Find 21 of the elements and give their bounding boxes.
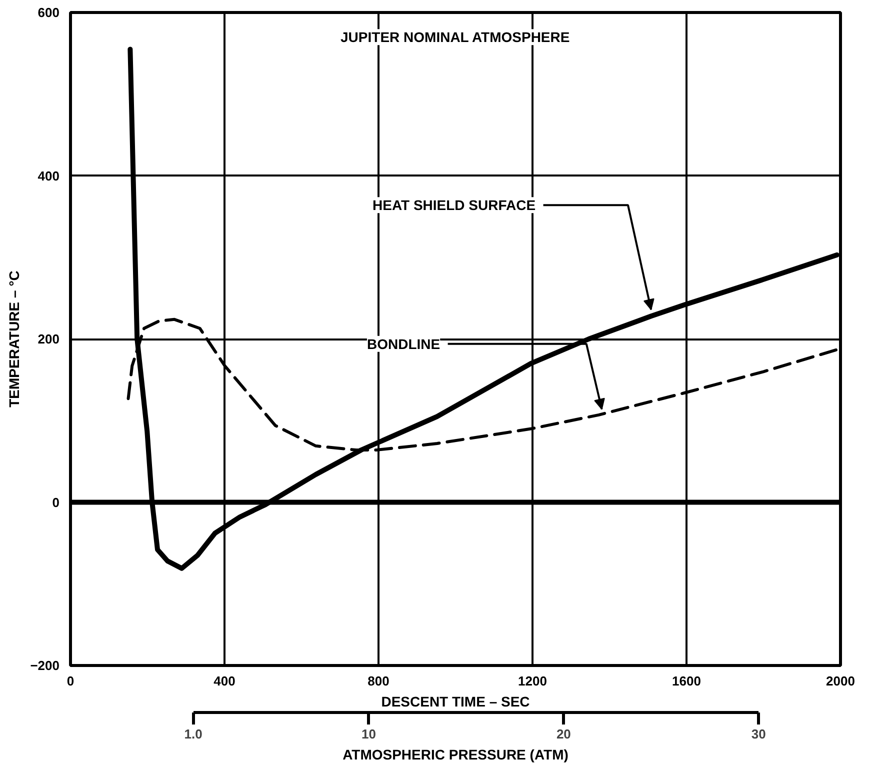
y-tick-label: 200 xyxy=(38,332,60,346)
x2-axis-title: ATMOSPHERIC PRESSURE (ATM) xyxy=(342,746,568,762)
y-tick-label: 400 xyxy=(38,168,60,184)
x-axis-title: DESCENT TIME – SEC xyxy=(381,694,530,710)
x-tick-label: 0 xyxy=(66,674,74,688)
x-tick-label: 1600 xyxy=(672,674,701,688)
annotation: HEAT SHIELD SURFACE xyxy=(372,197,536,214)
annotation: BONDLINE xyxy=(366,336,440,352)
y-tick-label: 0 xyxy=(52,494,60,510)
x2-tick-label: 10 xyxy=(362,726,376,742)
annotation: JUPITER NOMINAL ATMOSPHERE xyxy=(340,29,570,46)
x-tick-label: 400 xyxy=(214,674,236,688)
x-tick-label: 1200 xyxy=(518,674,547,688)
x-tick-label: 2000 xyxy=(826,674,855,688)
y-tick-label: 600 xyxy=(38,5,60,20)
x2-tick-label: 20 xyxy=(556,726,571,742)
x-tick-label: 800 xyxy=(368,674,390,688)
y-axis-title: TEMPERATURE – °C xyxy=(6,270,22,408)
y-tick-label: −200 xyxy=(30,658,60,673)
x2-tick-label: 1.0 xyxy=(184,726,202,742)
x2-tick-label: 30 xyxy=(751,726,766,742)
